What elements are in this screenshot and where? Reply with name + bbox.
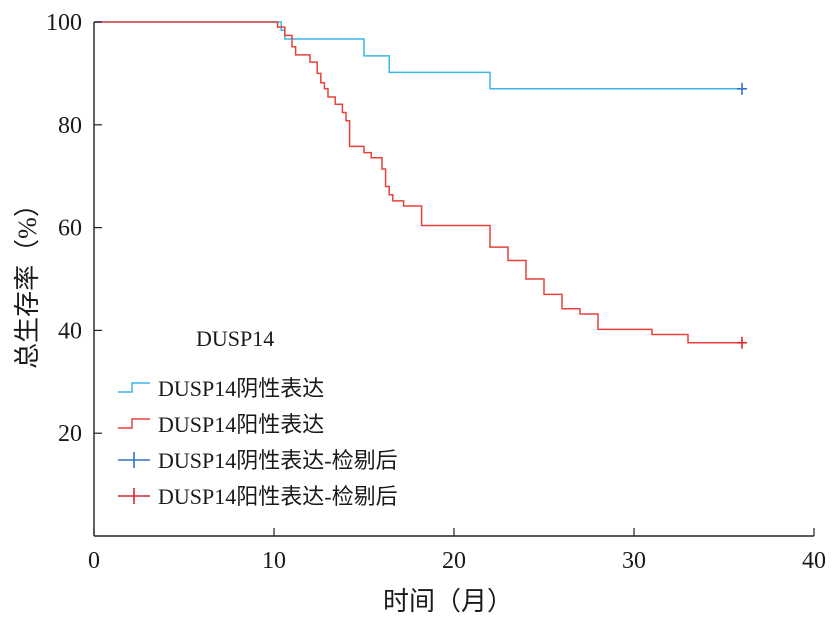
survival-curve-positive xyxy=(94,21,742,344)
legend-label: DUSP14阳性表达 xyxy=(158,412,324,437)
x-tick-label: 40 xyxy=(802,548,826,574)
x-tick-label: 20 xyxy=(442,548,466,574)
legend: DUSP14 DUSP14阴性表达 DUSP14阳性表达 DUSP14阴性表达-检剔… xyxy=(118,326,398,509)
x-tick-label: 0 xyxy=(88,548,100,574)
legend-swatch-step xyxy=(118,418,150,429)
legend-swatch-step xyxy=(118,382,150,393)
survival-curve-negative xyxy=(94,21,742,90)
y-tick-label: 60 xyxy=(58,216,82,242)
legend-entry: DUSP14阳性表达 xyxy=(118,412,324,437)
x-tick-label: 30 xyxy=(622,548,646,574)
censor-mark xyxy=(737,82,747,95)
legend-swatch-censor xyxy=(118,452,150,468)
legend-entry: DUSP14阴性表达 xyxy=(118,376,324,401)
x-tick-label: 10 xyxy=(262,548,286,574)
censor-mark xyxy=(737,336,747,349)
y-tick-label: 40 xyxy=(58,318,82,344)
legend-title: DUSP14 xyxy=(196,326,274,351)
x-axis-title: 时间（月） xyxy=(383,587,513,616)
plot-area xyxy=(94,21,747,349)
y-tick-label: 20 xyxy=(58,421,82,447)
y-axis-title: 总生存率（%） xyxy=(13,191,42,369)
legend-label: DUSP14阴性表达 xyxy=(158,376,324,401)
legend-swatch-censor xyxy=(118,488,150,504)
ticks: 0 10 20 30 40 20 40 60 80 100 xyxy=(46,10,826,574)
legend-label: DUSP14阴性表达-检剔后 xyxy=(158,448,398,473)
y-tick-label: 100 xyxy=(46,10,82,36)
legend-label: DUSP14阳性表达-检剔后 xyxy=(158,484,398,509)
legend-entry: DUSP14阳性表达-检剔后 xyxy=(118,484,398,509)
y-tick-label: 80 xyxy=(58,113,82,139)
legend-entry: DUSP14阴性表达-检剔后 xyxy=(118,448,398,473)
